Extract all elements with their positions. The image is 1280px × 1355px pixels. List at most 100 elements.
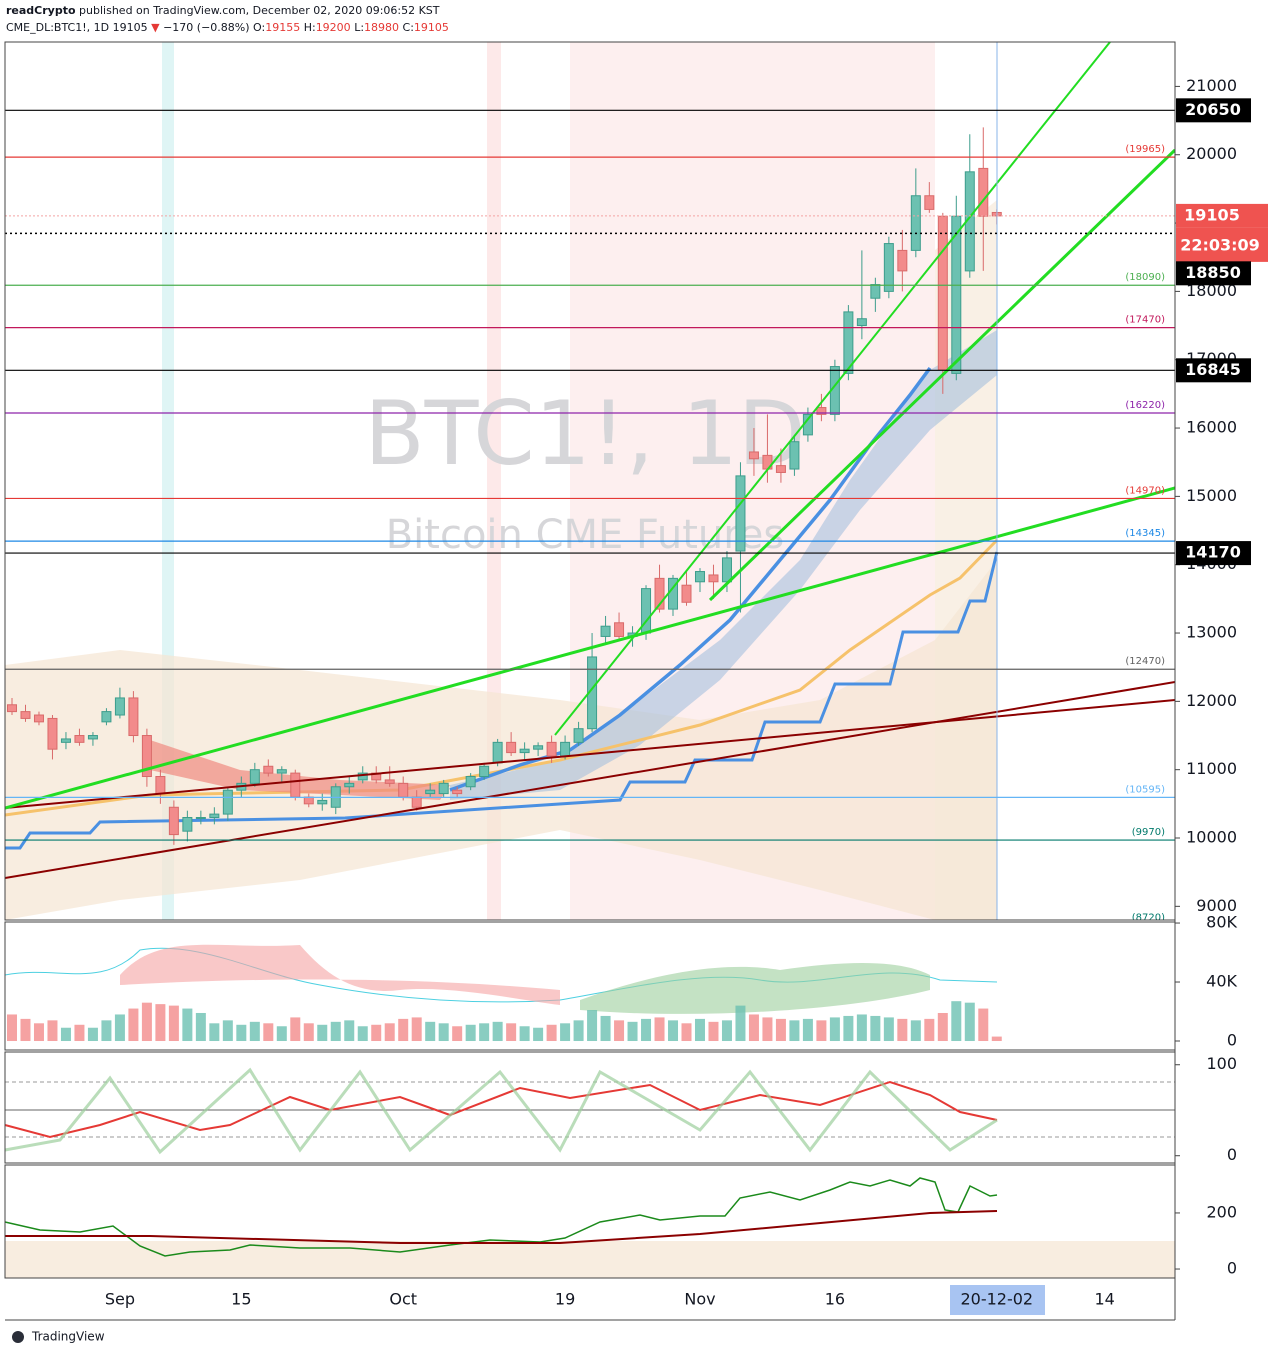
- candle-body: [600, 625, 611, 637]
- third-pane-decor: [4, 1177, 1175, 1278]
- volume-bar: [101, 1020, 112, 1042]
- candle-body: [735, 475, 746, 552]
- band: [5, 1241, 1175, 1278]
- level-label: (10595): [1125, 784, 1165, 795]
- volume-bar: [492, 1021, 503, 1042]
- candle-body: [249, 769, 260, 784]
- volume-bar: [735, 1005, 746, 1042]
- candle-body: [155, 776, 166, 795]
- volume-bar: [290, 1017, 301, 1042]
- candle-body: [452, 789, 463, 795]
- open-label: O:: [253, 21, 265, 34]
- candle-body: [182, 817, 193, 832]
- candle-body: [708, 574, 719, 583]
- volume-bar: [829, 1017, 840, 1042]
- volume-bar: [222, 1020, 233, 1042]
- candle-body: [344, 782, 355, 788]
- volume-bar: [74, 1024, 85, 1042]
- y-tick-label: 100: [1206, 1054, 1237, 1073]
- countdown-label: 22:03:09: [1180, 235, 1260, 254]
- crosshair-price-label: 18850: [1185, 263, 1241, 282]
- crosshair-date-box: [950, 1285, 1045, 1315]
- y-tick-label: 20000: [1186, 144, 1237, 163]
- x-tick-label: 14: [1095, 1290, 1115, 1309]
- volume-bar: [627, 1021, 638, 1042]
- y-tick-label: 80K: [1206, 913, 1237, 932]
- candle-body: [317, 799, 328, 805]
- candle-body: [276, 769, 287, 774]
- volume-bar: [708, 1021, 719, 1042]
- baseline-step: [5, 551, 999, 850]
- y-tick-label: 21000: [1186, 76, 1237, 95]
- close-value: 19105: [414, 21, 449, 34]
- volume-bar: [641, 1018, 652, 1042]
- open-value: 19155: [265, 21, 300, 34]
- candle-body: [883, 243, 894, 292]
- axes: 9000 10000 11000 12000 13000 14 0 0 0 15000 16000 1…: [105, 76, 1268, 1309]
- trendline: [708, 148, 1175, 602]
- header-line-1: readCrypto published on TradingView.com,…: [6, 4, 440, 17]
- frame: [4, 1051, 1176, 1164]
- volume-bar: [614, 1020, 625, 1042]
- candle-body: [654, 577, 665, 610]
- level-label: (8720): [1132, 912, 1165, 923]
- candle-body: [546, 741, 557, 757]
- volume-bar: [141, 1002, 152, 1042]
- author: readCrypto: [6, 4, 76, 17]
- candle-body: [748, 451, 759, 460]
- volume-bar: [384, 1023, 395, 1042]
- y-tick-label: 18000: [1186, 281, 1237, 300]
- volume-bar: [654, 1017, 665, 1042]
- y-tick-label: 16000: [1186, 418, 1237, 437]
- candle-body: [816, 407, 827, 415]
- volume-bar: [195, 1012, 206, 1042]
- candle-body: [357, 772, 368, 781]
- candle-body: [60, 738, 71, 743]
- last-price-box: [1176, 203, 1268, 228]
- candle-body: [33, 714, 44, 723]
- volume-bar: [438, 1023, 449, 1042]
- volume-bar: [357, 1026, 368, 1042]
- x-tick-label: Sep: [105, 1290, 135, 1309]
- volume-bar: [721, 1020, 732, 1042]
- candle-body: [425, 789, 436, 795]
- footer-brand: TradingView: [31, 1330, 105, 1344]
- candle-body: [951, 215, 962, 374]
- key-level-label: 14170: [1185, 543, 1241, 562]
- key-level-box: [1176, 358, 1251, 383]
- frames: [4, 41, 1176, 1321]
- y-tick-label: 15000: [1186, 486, 1237, 505]
- volume-bar: [681, 1023, 692, 1042]
- low-label: L:: [354, 21, 364, 34]
- volume-bar: [60, 1027, 71, 1042]
- close-label: C:: [403, 21, 414, 34]
- change: −170 (−0.88%): [163, 21, 249, 34]
- volume-bar: [155, 1004, 166, 1042]
- volume-cloud: [580, 963, 930, 1014]
- volume-bar: [964, 1002, 975, 1042]
- volume-bar: [533, 1027, 544, 1042]
- candle-body: [141, 735, 152, 778]
- published: published on TradingView.com, December 0…: [79, 4, 440, 17]
- volume-bar: [694, 1018, 705, 1042]
- signal-line: [5, 1210, 998, 1244]
- last-price-label: 19105: [1184, 205, 1240, 224]
- volume-bar: [425, 1021, 436, 1042]
- volume-bar: [168, 1005, 179, 1042]
- volume-bar: [479, 1023, 490, 1042]
- volume-bar: [883, 1017, 894, 1042]
- candle-body: [7, 704, 17, 713]
- volume-bar: [506, 1023, 517, 1042]
- candle-body: [789, 441, 800, 470]
- candle-body: [20, 711, 31, 719]
- osc-line: [4, 1080, 998, 1139]
- volume-pane-decor: [4, 944, 998, 1014]
- candle-body: [519, 748, 530, 754]
- moving-average: [5, 538, 999, 817]
- candle-body: [290, 772, 301, 798]
- candle-body: [533, 745, 544, 750]
- level-label: (14345): [1125, 528, 1165, 539]
- level-label: (9970): [1132, 827, 1165, 838]
- x-tick-label: Nov: [684, 1290, 715, 1309]
- candle-body: [897, 249, 908, 272]
